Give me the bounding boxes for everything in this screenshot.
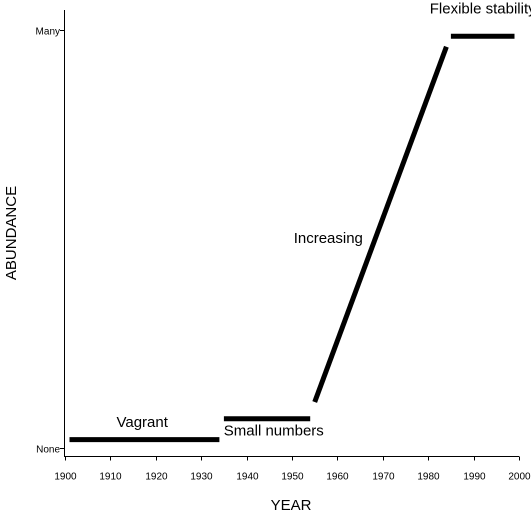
x-tick-label-1900: 1900 — [54, 472, 77, 483]
y-ticks: None Many — [36, 27, 65, 456]
series-group — [69, 33, 515, 443]
y-axis-title: ABUNDANCE — [3, 186, 20, 280]
x-tick-label-1920: 1920 — [145, 472, 168, 483]
plot-frame — [64, 10, 519, 457]
annotations-group: Vagrant Small numbers Increasing Flexible s… — [116, 0, 531, 439]
x-ticks: 1900 1910 1920 1930 1940 1950 1960 1970 1980 1990… — [54, 456, 531, 483]
x-tick-label-1940: 1940 — [236, 472, 259, 483]
x-tick-label-1960: 1960 — [326, 472, 349, 483]
annotation-increasing: Increasing — [294, 230, 363, 247]
annotation-flexible-stability: Flexible stability — [430, 0, 531, 17]
x-tick-label-1970: 1970 — [372, 472, 395, 483]
x-tick-label-1910: 1910 — [99, 472, 122, 483]
x-tick-label-2000: 2000 — [508, 472, 531, 483]
x-tick-label-1990: 1990 — [463, 472, 486, 483]
x-tick-label-1980: 1980 — [417, 472, 440, 483]
series-segment-3 — [312, 45, 449, 403]
x-axis-title: YEAR — [271, 497, 312, 514]
x-tick-label-1950: 1950 — [281, 472, 304, 483]
annotation-vagrant: Vagrant — [116, 414, 168, 431]
annotation-small-numbers: Small numbers — [224, 423, 324, 440]
y-tick-label-none: None — [36, 445, 60, 456]
x-tick-label-1930: 1930 — [190, 472, 213, 483]
y-tick-label-many: Many — [36, 27, 60, 38]
